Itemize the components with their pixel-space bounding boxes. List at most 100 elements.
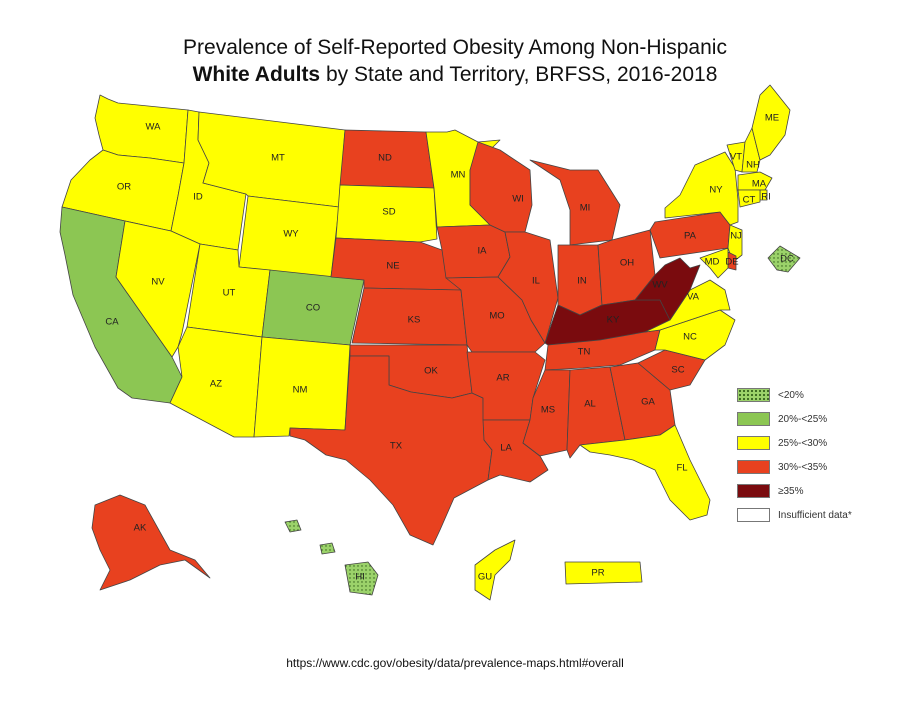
state-label-ms: MS	[541, 405, 555, 416]
legend-label: <20%	[778, 389, 804, 401]
state-label-nc: NC	[683, 332, 697, 343]
state-label-or: OR	[117, 182, 131, 193]
map-title: Prevalence of Self-Reported Obesity Amon…	[0, 34, 910, 88]
state-label-wa: WA	[146, 122, 162, 133]
states-layer	[59, 84, 801, 601]
state-label-wv: WV	[652, 280, 668, 291]
state-sd	[335, 184, 438, 243]
state-md	[699, 247, 729, 279]
state-label-co: CO	[306, 303, 320, 314]
legend-swatch	[737, 460, 770, 474]
title-bold-part: White Adults	[192, 63, 321, 86]
legend-swatch	[737, 436, 770, 450]
state-label-gu: GU	[478, 572, 492, 583]
state-label-mt: MT	[271, 153, 285, 164]
state-sc	[637, 349, 706, 391]
state-dc	[767, 245, 801, 273]
state-label-ca: CA	[105, 317, 119, 328]
legend-item-c30: 30%-<35%	[737, 455, 897, 479]
state-label-al: AL	[584, 399, 596, 410]
legend-item-na: Insufficient data*	[737, 503, 897, 527]
state-label-nm: NM	[293, 385, 308, 396]
state-label-il: IL	[532, 276, 540, 287]
state-label-nv: NV	[151, 277, 165, 288]
state-wv	[634, 257, 701, 321]
state-label-nj: NJ	[730, 231, 742, 242]
state-label-ma: MA	[752, 179, 767, 190]
state-nj	[727, 224, 743, 263]
state-label-ut: UT	[223, 288, 236, 299]
state-label-ga: GA	[641, 397, 655, 408]
state-label-az: AZ	[210, 379, 222, 390]
state-label-tn: TN	[578, 347, 591, 358]
state-label-vt: VT	[730, 152, 742, 163]
state-label-ks: KS	[408, 315, 421, 326]
state-ct	[737, 189, 761, 208]
state-pr	[564, 561, 643, 585]
state-hi	[284, 519, 379, 596]
legend-swatch	[737, 412, 770, 426]
title-line-1: Prevalence of Self-Reported Obesity Amon…	[183, 36, 727, 59]
state-ny	[664, 151, 739, 226]
state-label-ak: AK	[134, 523, 147, 534]
title-rest: by State and Territory, BRFSS, 2016-2018	[320, 63, 718, 86]
legend-item-c35: ≥35%	[737, 479, 897, 503]
state-label-ct: CT	[743, 195, 756, 206]
state-label-wy: WY	[283, 229, 299, 240]
state-il	[497, 231, 559, 344]
state-label-pr: PR	[591, 568, 604, 579]
state-label-me: ME	[765, 113, 779, 124]
legend-swatch	[737, 508, 770, 522]
legend-swatch	[737, 388, 770, 402]
state-label-nd: ND	[378, 153, 392, 164]
legend-label: 30%-<35%	[778, 461, 828, 473]
state-label-id: ID	[193, 192, 203, 203]
state-me	[751, 84, 791, 161]
state-label-sc: SC	[671, 365, 684, 376]
state-nh	[741, 127, 761, 173]
state-label-ar: AR	[496, 373, 509, 384]
state-label-wi: WI	[512, 194, 524, 205]
state-label-in: IN	[577, 276, 587, 287]
state-tx	[289, 355, 493, 546]
state-label-ky: KY	[607, 315, 620, 326]
state-label-sd: SD	[382, 207, 395, 218]
state-ma	[737, 171, 773, 191]
legend-swatch	[737, 484, 770, 498]
state-label-de: DE	[725, 257, 738, 268]
state-label-tx: TX	[390, 441, 403, 452]
state-labels-layer: WA OR CA ID NV MT WY UT AZ CO NM ND SD NE KS OK TX MN IA MO…	[105, 113, 794, 583]
state-gu	[474, 539, 516, 601]
state-label-oh: OH	[620, 258, 634, 269]
source-url: https://www.cdc.gov/obesity/data/prevale…	[286, 656, 624, 670]
legend-label: 20%-<25%	[778, 413, 828, 425]
state-label-mo: MO	[489, 311, 504, 322]
title-line-2: White Adults by State and Territory, BRF…	[0, 61, 910, 88]
state-label-ia: IA	[478, 246, 488, 257]
state-nv	[115, 220, 201, 358]
state-label-md: MD	[705, 257, 720, 268]
state-ak	[91, 494, 211, 591]
state-mi	[529, 159, 621, 246]
state-ia	[436, 224, 511, 279]
legend-label: ≥35%	[778, 485, 804, 497]
state-label-pa: PA	[684, 231, 697, 242]
state-label-mn: MN	[451, 170, 466, 181]
legend-item-c20: 20%-<25%	[737, 407, 897, 431]
legend-item-c25: 25%-<30%	[737, 431, 897, 455]
legend-label: Insufficient data*	[778, 509, 852, 521]
legend-label: 25%-<30%	[778, 437, 828, 449]
state-label-ne: NE	[386, 261, 399, 272]
state-label-nh: NH	[746, 160, 760, 171]
map-legend: <20% 20%-<25% 25%-<30% 30%-<35% ≥35% Insuffic…	[737, 383, 897, 527]
state-label-la: LA	[500, 443, 512, 454]
state-label-hi: HI	[355, 572, 365, 583]
legend-item-lt20: <20%	[737, 383, 897, 407]
state-label-mi: MI	[580, 203, 591, 214]
state-label-dc: DC	[780, 254, 794, 265]
state-label-va: VA	[687, 292, 700, 303]
state-fl	[579, 424, 711, 521]
state-label-fl: FL	[676, 463, 687, 474]
state-label-ri: RI	[761, 192, 771, 203]
